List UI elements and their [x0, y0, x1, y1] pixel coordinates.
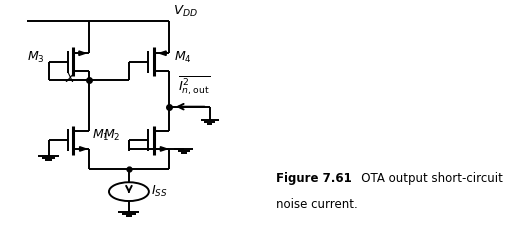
Text: OTA output short-circuit: OTA output short-circuit	[350, 172, 503, 185]
Polygon shape	[79, 51, 86, 55]
Text: noise current.: noise current.	[276, 198, 358, 211]
Polygon shape	[160, 147, 167, 151]
Text: $V_{DD}$: $V_{DD}$	[173, 4, 198, 20]
Text: $X$: $X$	[65, 72, 77, 85]
Polygon shape	[160, 51, 166, 55]
Text: $M_4$: $M_4$	[174, 50, 192, 65]
Text: $I_{SS}$: $I_{SS}$	[151, 184, 168, 199]
Text: $M_1$: $M_1$	[92, 128, 110, 143]
Polygon shape	[80, 147, 86, 151]
Text: $\overline{I^2_{n,\mathrm{out}}}$: $\overline{I^2_{n,\mathrm{out}}}$	[179, 74, 210, 97]
Text: $M_3$: $M_3$	[27, 50, 45, 65]
Text: $M_2$: $M_2$	[103, 128, 121, 143]
Text: Figure 7.61: Figure 7.61	[276, 172, 352, 185]
